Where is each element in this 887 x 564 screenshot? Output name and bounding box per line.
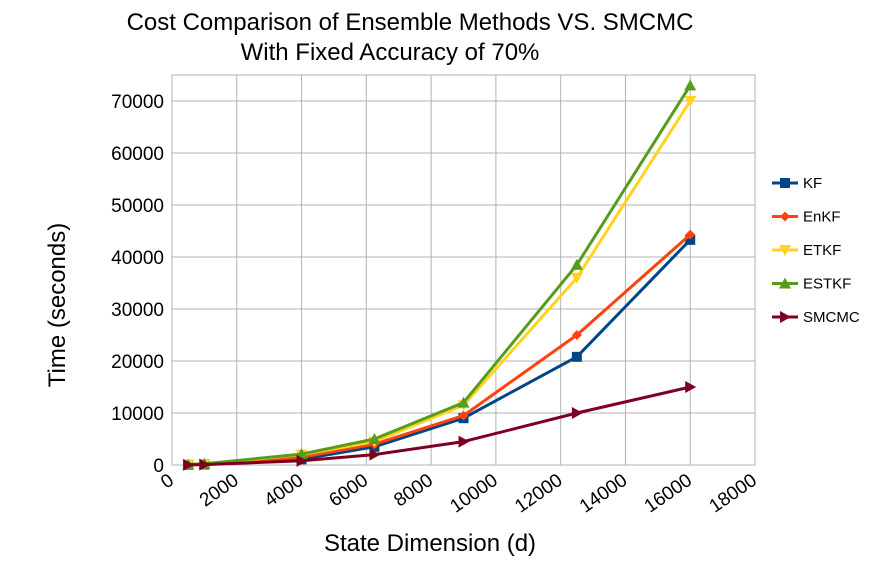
data-point (458, 410, 469, 421)
legend-label: KF (803, 175, 822, 192)
data-point (296, 454, 308, 467)
data-point (684, 79, 697, 91)
y-tick-label: 20000 (111, 352, 164, 373)
x-tick-label: 10000 (446, 470, 501, 518)
chart-title-line-1: Cost Comparison of Ensemble Methods VS. … (127, 9, 694, 36)
data-point (780, 178, 790, 188)
legend-item-enkf: EnKF (772, 209, 841, 226)
data-point (685, 234, 696, 245)
y-tick-label: 30000 (111, 300, 164, 321)
x-tick-label: 16000 (641, 470, 696, 518)
y-tick-label: 60000 (111, 144, 164, 165)
x-tick-label: 8000 (390, 470, 437, 511)
y-axis-label: Time (seconds) (44, 223, 71, 387)
data-point (369, 448, 381, 461)
x-tick-label: 14000 (576, 470, 631, 518)
data-point (183, 458, 195, 471)
data-point (457, 396, 470, 408)
data-point (458, 435, 470, 448)
data-point (685, 229, 696, 240)
legend-label: EnKF (803, 209, 841, 226)
data-point (570, 258, 583, 270)
legend-label: ETKF (803, 242, 841, 259)
x-tick-label: 6000 (326, 470, 373, 511)
y-tick-label: 10000 (111, 404, 164, 425)
legend-item-kf: KF (772, 175, 822, 192)
legend-item-etkf: ETKF (772, 242, 841, 259)
y-tick-label: 40000 (111, 248, 164, 269)
data-point (571, 407, 583, 419)
data-point (570, 272, 583, 284)
x-tick-label: 2000 (196, 470, 243, 511)
legend-item-estkf: ESTKF (772, 276, 851, 293)
data-point (199, 458, 211, 471)
data-point (779, 277, 791, 289)
data-point (571, 351, 582, 362)
data-point (780, 211, 790, 222)
y-tick-label: 50000 (111, 196, 164, 217)
data-point (571, 330, 582, 340)
legend-label: ESTKF (803, 276, 851, 293)
data-point (684, 96, 697, 107)
legend-item-smcmc: SMCMC (772, 309, 860, 326)
series-group (182, 79, 697, 471)
legend: KF EnKF ETKF ESTKF SMCMC (772, 175, 860, 326)
y-tick-label: 0 (153, 456, 164, 477)
y-tick-label: 70000 (111, 92, 164, 113)
x-tick-label: 12000 (511, 470, 566, 518)
legend-label: SMCMC (803, 309, 860, 326)
data-point (685, 381, 697, 393)
chart-title-line-2: With Fixed Accuracy of 70% (241, 39, 540, 66)
x-tick-label: 0 (157, 470, 178, 493)
series-smcmc (183, 381, 697, 471)
x-tick-label: 18000 (706, 470, 761, 518)
data-point (779, 245, 791, 256)
x-tick-label: 4000 (261, 470, 308, 511)
x-axis-label: State Dimension (d) (324, 530, 536, 557)
data-point (780, 311, 791, 323)
data-point (368, 433, 381, 444)
